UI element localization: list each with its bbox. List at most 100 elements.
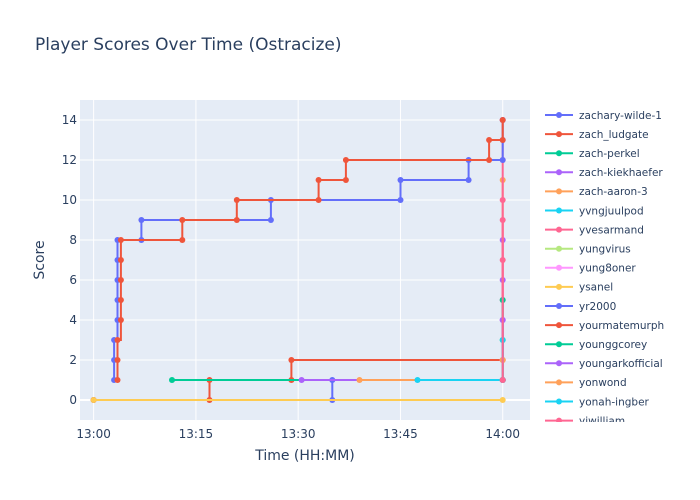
- data-point[interactable]: [499, 377, 506, 383]
- data-point[interactable]: [169, 377, 175, 383]
- series-ysanel[interactable]: [90, 397, 506, 403]
- data-point[interactable]: [499, 197, 506, 203]
- legend-item[interactable]: younggcorey: [545, 339, 647, 351]
- data-point[interactable]: [499, 157, 506, 163]
- legend-item[interactable]: youngarkofficial: [545, 358, 663, 370]
- data-point[interactable]: [90, 397, 97, 403]
- legend-item[interactable]: yungvirus: [545, 244, 631, 256]
- legend-label: yourmatemurph: [579, 320, 664, 332]
- legend-item[interactable]: yourmatemurph: [545, 320, 664, 332]
- x-tick-label: 13:15: [179, 427, 214, 441]
- legend-label: yiwilliam: [579, 415, 625, 427]
- data-point[interactable]: [117, 297, 124, 303]
- series-yiwilliam[interactable]: [499, 217, 506, 383]
- data-point[interactable]: [499, 217, 506, 223]
- y-tick-label: 0: [69, 393, 77, 407]
- series-yourmatemurph[interactable]: [114, 117, 506, 383]
- legend-swatch-marker: [556, 112, 562, 118]
- legend-item[interactable]: yung8oner: [545, 263, 636, 275]
- legend-item[interactable]: zach_ludgate: [545, 129, 649, 141]
- data-point[interactable]: [499, 117, 506, 123]
- data-point[interactable]: [117, 257, 124, 263]
- data-point[interactable]: [414, 377, 421, 383]
- x-tick-label: 13:00: [76, 427, 111, 441]
- legend-label: yvngjuulpod: [579, 205, 644, 217]
- data-point[interactable]: [179, 237, 186, 243]
- y-ticks: 0 2 4 6 8 10 12 14: [62, 113, 77, 407]
- y-tick-label: 4: [69, 313, 77, 327]
- y-tick-label: 12: [62, 153, 77, 167]
- legend-item[interactable]: yr2000: [545, 301, 616, 313]
- legend-label: zach-perkel: [579, 148, 640, 160]
- legend-swatch-marker: [556, 283, 562, 290]
- legend-swatch-marker: [556, 245, 562, 252]
- y-tick-label: 6: [69, 273, 77, 287]
- y-tick-label: 2: [69, 353, 77, 367]
- legend-label: zach_ludgate: [579, 129, 649, 141]
- legend-swatch-marker: [556, 188, 562, 195]
- data-point[interactable]: [315, 177, 322, 183]
- legend-label: ysanel: [579, 282, 613, 294]
- legend-swatch-marker: [556, 360, 562, 367]
- legend-label: zach-kiekhaefer: [579, 167, 663, 179]
- data-point[interactable]: [465, 177, 472, 183]
- data-point[interactable]: [486, 157, 493, 163]
- legend-label: zachary-wilde-1: [579, 110, 662, 122]
- series-line: [113, 120, 504, 380]
- x-tick-label: 13:45: [383, 427, 418, 441]
- legend-item[interactable]: zach-aaron-3: [545, 186, 648, 198]
- data-point[interactable]: [342, 177, 349, 183]
- legend-swatch-marker: [556, 341, 562, 348]
- legend-label: youngarkofficial: [579, 358, 663, 370]
- data-point[interactable]: [315, 197, 322, 203]
- legend-label: yvesarmand: [579, 224, 644, 236]
- legend-label: yonah-ingber: [579, 396, 650, 408]
- data-point[interactable]: [117, 317, 124, 323]
- legend-swatch-marker: [556, 398, 562, 405]
- legend-swatch-marker: [556, 379, 562, 386]
- legend-item[interactable]: zach-perkel: [545, 148, 640, 160]
- legend-item[interactable]: ysanel: [545, 282, 613, 294]
- legend-swatch-marker: [556, 131, 562, 138]
- data-point[interactable]: [298, 377, 305, 383]
- data-point[interactable]: [397, 197, 404, 203]
- legend-swatch-marker: [556, 303, 562, 309]
- legend-label: yungvirus: [579, 244, 631, 256]
- legend[interactable]: zachary-wilde-1 zach_ludgate zach-perkel za…: [545, 110, 664, 428]
- x-tick-label: 13:30: [281, 427, 316, 441]
- legend-item[interactable]: yonwond: [545, 377, 627, 389]
- data-point[interactable]: [397, 177, 404, 183]
- data-point[interactable]: [138, 217, 145, 223]
- data-point[interactable]: [179, 217, 186, 223]
- data-point[interactable]: [114, 377, 121, 383]
- data-point[interactable]: [233, 217, 240, 223]
- legend-item[interactable]: zach-kiekhaefer: [545, 167, 663, 179]
- data-point[interactable]: [117, 277, 124, 283]
- legend-label: yung8oner: [579, 263, 636, 275]
- legend-item[interactable]: yvesarmand: [545, 224, 644, 236]
- data-point[interactable]: [499, 137, 506, 143]
- data-point[interactable]: [233, 197, 240, 203]
- data-point[interactable]: [486, 137, 493, 143]
- y-tick-label: 8: [69, 233, 77, 247]
- legend-swatch-marker: [556, 322, 562, 329]
- data-point[interactable]: [342, 157, 349, 163]
- legend-swatch-marker: [556, 226, 562, 233]
- data-point[interactable]: [288, 357, 295, 363]
- x-ticks: 13:00 13:15 13:30 13:45 14:00: [76, 427, 520, 441]
- data-point[interactable]: [114, 357, 121, 363]
- plot-area: [80, 100, 530, 420]
- x-axis-title: Time (HH:MM): [254, 448, 355, 464]
- legend-swatch-marker: [556, 417, 562, 422]
- data-point[interactable]: [114, 337, 121, 343]
- data-point[interactable]: [267, 217, 274, 223]
- legend-item[interactable]: yiwilliam: [545, 415, 625, 427]
- legend-label: zach-aaron-3: [579, 186, 648, 198]
- data-point[interactable]: [499, 397, 506, 403]
- legend-item[interactable]: yvngjuulpod: [545, 205, 644, 217]
- legend-item[interactable]: zachary-wilde-1: [545, 110, 662, 122]
- legend-item[interactable]: yonah-ingber: [545, 396, 650, 408]
- data-point[interactable]: [356, 377, 363, 383]
- data-point[interactable]: [117, 237, 124, 243]
